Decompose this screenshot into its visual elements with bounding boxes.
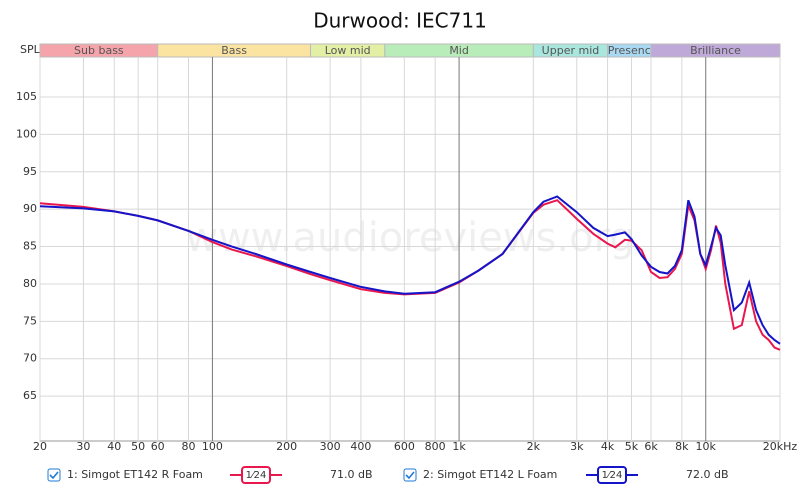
y-tick-label: 90	[23, 202, 37, 215]
x-tick-label: 8k	[675, 440, 689, 453]
x-tick-label: 6k	[644, 440, 658, 453]
band: Upper mid	[532, 43, 609, 58]
band-label: Low mid	[325, 44, 371, 57]
x-tick-label: 2k	[527, 440, 541, 453]
y-tick-label: 95	[23, 165, 37, 178]
y-tick-label: 100	[16, 127, 37, 140]
x-tick-label: 5k	[625, 440, 639, 453]
legend-checkbox[interactable]	[47, 468, 61, 482]
x-tick-label: 600	[394, 440, 415, 453]
x-tick-label: 30	[76, 440, 90, 453]
legend-label: 2: Simgot ET142 L Foam	[423, 468, 557, 481]
legend-item: 1: Simgot ET142 R Foam 1⁄24 71.0 dB	[47, 466, 373, 484]
x-tick-label: 400	[350, 440, 371, 453]
legend-checkbox[interactable]	[403, 468, 417, 482]
band-label: Sub bass	[74, 44, 124, 57]
x-tick-label: 200	[276, 440, 297, 453]
x-tick-label: 60	[151, 440, 165, 453]
band: Bass	[157, 43, 312, 58]
checkmark	[405, 471, 415, 480]
plot-area	[39, 56, 781, 442]
y-tick-label: 70	[23, 352, 37, 365]
smoothing-label: 1⁄24	[602, 470, 623, 481]
band-label: Brilliance	[690, 44, 741, 57]
x-tick-label: 50	[131, 440, 145, 453]
y-tick-label: 105	[16, 90, 37, 103]
legend-level: 71.0 dB	[330, 468, 373, 481]
legend-level: 72.0 dB	[686, 468, 729, 481]
x-tick-label: 20	[33, 440, 47, 453]
legend-item: 2: Simgot ET142 L Foam 1⁄24 72.0 dB	[403, 466, 729, 484]
band: Presenc	[607, 43, 652, 58]
band-label: Upper mid	[542, 44, 600, 57]
chart-title: Durwood: IEC711	[313, 9, 487, 33]
band-label: Mid	[449, 44, 469, 57]
band: Low mid	[310, 43, 386, 58]
band: Mid	[384, 43, 534, 58]
x-tick-label: 40	[107, 440, 121, 453]
smoothing-label: 1⁄24	[246, 470, 267, 481]
band: Brilliance	[650, 43, 781, 58]
x-tick-label: 300	[320, 440, 341, 453]
x-tick-label: 800	[425, 440, 446, 453]
checkmark	[49, 471, 59, 480]
y-axis-label: SPL	[20, 43, 41, 56]
smoothing-box	[597, 466, 627, 484]
x-tick-label: 100	[202, 440, 223, 453]
band-label: Bass	[221, 44, 247, 57]
band: Sub bass	[39, 43, 159, 58]
y-tick-label: 75	[23, 314, 37, 327]
x-tick-label: 4k	[601, 440, 615, 453]
x-tick-label: 3k	[570, 440, 584, 453]
legend-label: 1: Simgot ET142 R Foam	[67, 468, 203, 481]
x-tick-label: 10k	[696, 440, 717, 453]
watermark: www.audioreviews.org	[185, 215, 634, 261]
series-line	[39, 195, 781, 345]
y-tick-label: 85	[23, 240, 37, 253]
y-tick-label: 65	[23, 389, 37, 402]
x-tick-label: 1k	[452, 440, 466, 453]
series-line	[39, 199, 781, 351]
smoothing-box	[241, 466, 271, 484]
y-tick-label: 80	[23, 277, 37, 290]
band-rect	[650, 43, 781, 58]
band-label: Presenc	[608, 44, 651, 57]
x-tick-label: 80	[182, 440, 196, 453]
x-tick-label: 20kHz	[763, 440, 798, 453]
